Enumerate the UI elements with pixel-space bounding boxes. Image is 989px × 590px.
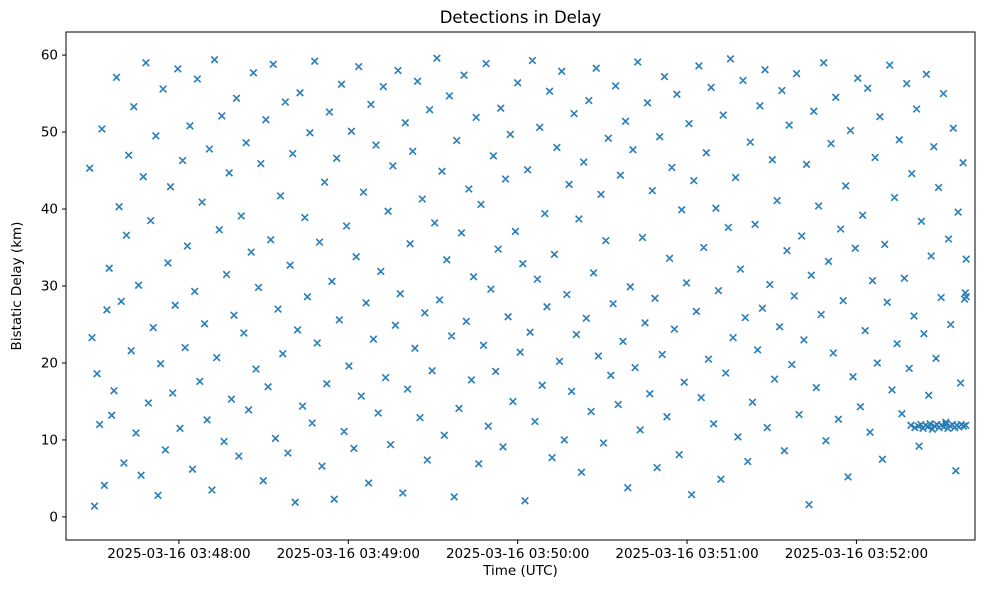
x-tick-label: 2025-03-16 03:49:00 (277, 546, 420, 562)
y-tick-label: 60 (41, 48, 58, 64)
x-axis-label: Time (UTC) (483, 563, 558, 579)
y-tick-label: 50 (41, 125, 58, 141)
y-tick-label: 0 (49, 509, 58, 525)
scatter-markers (85, 54, 971, 510)
y-tick-label: 20 (41, 355, 58, 371)
axes-frame (65, 31, 976, 541)
y-tick-label: 40 (41, 202, 58, 218)
x-tick-label: 2025-03-16 03:50:00 (446, 546, 589, 562)
y-tick-label: 30 (41, 279, 58, 295)
x-tick-label: 2025-03-16 03:51:00 (615, 546, 758, 562)
y-tick-label: 10 (41, 432, 58, 448)
chart-title: Detections in Delay (439, 8, 602, 27)
x-tick-label: 2025-03-16 03:48:00 (107, 546, 250, 562)
x-tick-label: 2025-03-16 03:52:00 (785, 546, 928, 562)
